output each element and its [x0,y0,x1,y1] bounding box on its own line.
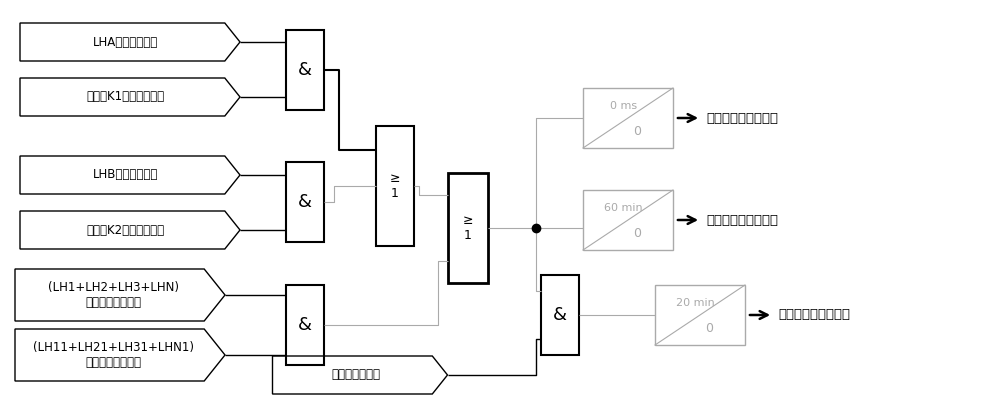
Text: 跳变变压器三侧开关: 跳变变压器三侧开关 [778,308,850,322]
Text: 60 min: 60 min [604,203,643,213]
Text: 20 min: 20 min [676,298,715,308]
Text: &: & [298,61,312,79]
Text: (LH1+LH2+LH3+LHN)
电流之和从有到无: (LH1+LH2+LH3+LHN) 电流之和从有到无 [48,281,179,309]
Bar [583,88,673,148]
Text: 0: 0 [633,125,641,138]
Text: 变压器油温超高: 变压器油温超高 [331,369,380,381]
Text: &: & [298,193,312,211]
Text: (LH11+LH21+LH31+LHN1)
电流之和从有到无: (LH11+LH21+LH31+LHN1) 电流之和从有到无 [33,341,194,369]
Text: 接触器K2常闭接点闭合: 接触器K2常闭接点闭合 [86,223,165,237]
Text: 0: 0 [705,322,713,335]
Text: 冷却器全停报警信号: 冷却器全停报警信号 [706,111,778,124]
Bar [286,30,324,110]
Bar [655,285,745,345]
Text: 接触器K1常闭接点闭合: 接触器K1常闭接点闭合 [86,91,165,103]
Text: ≥
1: ≥ 1 [463,214,473,242]
Text: 0 ms: 0 ms [610,101,637,111]
Text: LHA电流从有到无: LHA电流从有到无 [93,36,158,49]
Text: ≥
1: ≥ 1 [390,172,400,200]
Bar [376,126,414,246]
Bar [286,285,324,365]
Text: 0: 0 [633,227,641,240]
Bar [286,162,324,242]
Text: &: & [298,316,312,334]
Text: &: & [553,306,567,324]
Bar [541,275,579,355]
Bar [448,173,488,283]
Text: 跳变变压器三侧开关: 跳变变压器三侧开关 [706,213,778,227]
Text: LHB电流从有到无: LHB电流从有到无 [93,168,158,182]
Bar [583,190,673,250]
